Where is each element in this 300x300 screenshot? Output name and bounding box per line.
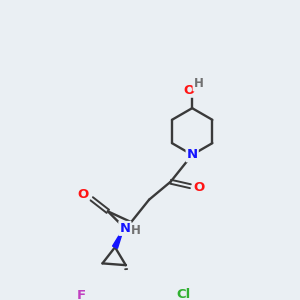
Text: F: F xyxy=(76,289,86,300)
Text: Cl: Cl xyxy=(177,288,191,300)
Text: O: O xyxy=(77,188,88,201)
Text: N: N xyxy=(119,222,130,235)
Text: H: H xyxy=(131,224,141,237)
Polygon shape xyxy=(112,227,124,248)
Text: O: O xyxy=(183,84,194,97)
Text: O: O xyxy=(194,181,205,194)
Text: H: H xyxy=(194,77,203,90)
Text: N: N xyxy=(187,148,198,161)
